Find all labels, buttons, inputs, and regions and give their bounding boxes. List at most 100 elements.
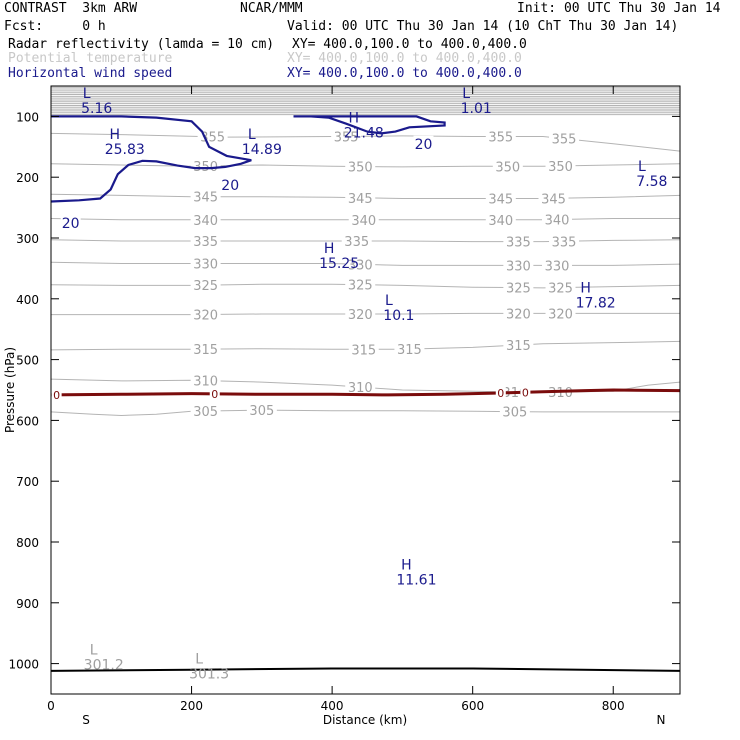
- x-tick-label: 600: [461, 699, 484, 713]
- theta-label-bg: [348, 212, 379, 227]
- theta-contour-label: 330: [545, 259, 570, 274]
- theta-label-bg: [492, 159, 523, 174]
- theta-contour-label: 330: [506, 259, 531, 274]
- theta-contour-label: 340: [545, 214, 570, 229]
- wind-extremum-marker: L: [638, 159, 646, 175]
- refl-label-bg: [209, 387, 220, 400]
- wind-label-bg: [413, 135, 434, 151]
- theta-label-bg: [190, 256, 221, 271]
- reflectivity-contour: 0 0 0 0: [50, 386, 681, 402]
- x-end-label-left: S: [82, 713, 90, 727]
- theta-contour-label: 340: [351, 214, 376, 229]
- axes: [50, 85, 681, 695]
- wind-contour-20-0: [50, 115, 252, 203]
- theta-label-bg: [190, 373, 221, 388]
- theta-label-bg: [538, 191, 569, 206]
- theta-label-bg: [503, 280, 534, 295]
- theta-label-bg: [503, 306, 534, 321]
- y-tick-label: 200: [16, 171, 39, 185]
- theta-contour-label: 350: [348, 160, 373, 175]
- plot-frame: [50, 85, 681, 695]
- theta-contour-label: 355: [488, 130, 513, 145]
- theta-contour-label: 320: [193, 308, 218, 323]
- theta-label-bg: [542, 258, 573, 273]
- wind-contour-label: 20: [221, 178, 239, 194]
- theta-contour-label: 325: [506, 282, 531, 297]
- ground-line: [50, 667, 681, 672]
- theta-extremum-value: 301.2: [84, 657, 124, 673]
- theta-label-bg: [503, 258, 534, 273]
- theta-label-bg: [485, 191, 516, 206]
- y-tick-label: 1000: [8, 658, 39, 672]
- x-tick-label: 200: [180, 699, 203, 713]
- field-xy-theta: XY= 400.0,100.0 to 400.0,400.0: [287, 51, 522, 66]
- wind-extremum-marker: L: [248, 127, 256, 143]
- refl-label-bg: [495, 387, 506, 400]
- forecast-hour: Fcst: 0 h: [4, 19, 106, 34]
- theta-contour-label: 330: [193, 258, 218, 273]
- valid-time: Valid: 00 UTC Thu 30 Jan 14 (10 ChT Thu …: [287, 19, 679, 34]
- theta-contour-label: 325: [548, 282, 573, 297]
- theta-label-bg: [545, 306, 576, 321]
- theta-contour-label: 335: [344, 235, 369, 250]
- theta-contour-355: [50, 132, 681, 152]
- x-end-label-right: N: [657, 713, 666, 727]
- min-max-labels: L5.16H25.83L14.89H21.48L1.01L7.58H15.25L…: [81, 86, 667, 682]
- wind-extremum-value: 5.16: [81, 101, 112, 117]
- x-tick-label: 400: [321, 699, 344, 713]
- theta-label-bg: [331, 129, 362, 144]
- theta-contour-label: 345: [541, 192, 566, 207]
- field-xy-reflectivity: XY= 400.0,100.0 to 400.0,400.0: [292, 37, 527, 52]
- theta-label-bg: [348, 342, 379, 357]
- theta-extremum-marker: L: [90, 642, 98, 658]
- wind-contour-label: 20: [415, 137, 433, 153]
- theta-contour-label: 335: [193, 235, 218, 250]
- theta-contour-label: 335: [552, 235, 577, 250]
- wind-contour-label: 20: [62, 216, 80, 232]
- theta-label-bg: [345, 277, 376, 292]
- theta-label-bg: [549, 131, 580, 146]
- theta-extremum-marker: L: [195, 652, 203, 668]
- reflectivity-contour-label: 0: [211, 388, 218, 401]
- theta-contour-305: [50, 409, 680, 417]
- theta-label-bg: [485, 212, 516, 227]
- y-tick-label: 500: [16, 354, 39, 368]
- wind-extremum-value: 15.25: [319, 256, 359, 272]
- wind-extremum-value: 7.58: [636, 174, 667, 190]
- theta-label-bg: [246, 403, 277, 418]
- theta-contour-label: 315: [397, 343, 422, 358]
- reflectivity-contour-label: 0: [522, 386, 529, 399]
- theta-contour-label: 350: [548, 160, 573, 175]
- theta-label-bg: [345, 159, 376, 174]
- theta-label-bg: [190, 404, 221, 419]
- y-tick-label: 100: [16, 110, 39, 124]
- theta-contour-label: 320: [548, 307, 573, 322]
- theta-label-bg: [503, 234, 534, 249]
- y-tick-label: 600: [16, 414, 39, 428]
- theta-contour-label: 305: [193, 405, 218, 420]
- wind-extremum-value: 21.48: [344, 125, 384, 141]
- model-title: CONTRAST 3km ARW: [4, 1, 138, 16]
- theta-contour-label: 340: [193, 214, 218, 229]
- x-tick-label: 0: [47, 699, 55, 713]
- theta-label-bg: [503, 338, 534, 353]
- reflectivity-contour-label: 0: [497, 387, 504, 400]
- theta-contour-label: 355: [334, 130, 359, 145]
- wind-extremum-marker: H: [580, 281, 591, 297]
- theta-contour-label: 330: [348, 258, 373, 273]
- theta-label-bg: [394, 342, 425, 357]
- reflectivity-contour-label: 0: [53, 389, 60, 402]
- theta-label-bg: [190, 342, 221, 357]
- theta-contour-label: 340: [488, 214, 513, 229]
- wind-contours: 20 20 20: [50, 115, 446, 232]
- theta-label-bg: [345, 380, 376, 395]
- field-name-wind: Horizontal wind speed: [8, 66, 173, 81]
- y-tick-label: 900: [16, 597, 39, 611]
- y-tick-label: 700: [16, 475, 39, 489]
- y-tick-label: 800: [16, 536, 39, 550]
- institution-label: NCAR/MMM: [240, 1, 303, 16]
- theta-contour-label: 345: [193, 191, 218, 206]
- wind-label-bg: [220, 177, 241, 193]
- wind-extremum-marker: L: [83, 86, 91, 102]
